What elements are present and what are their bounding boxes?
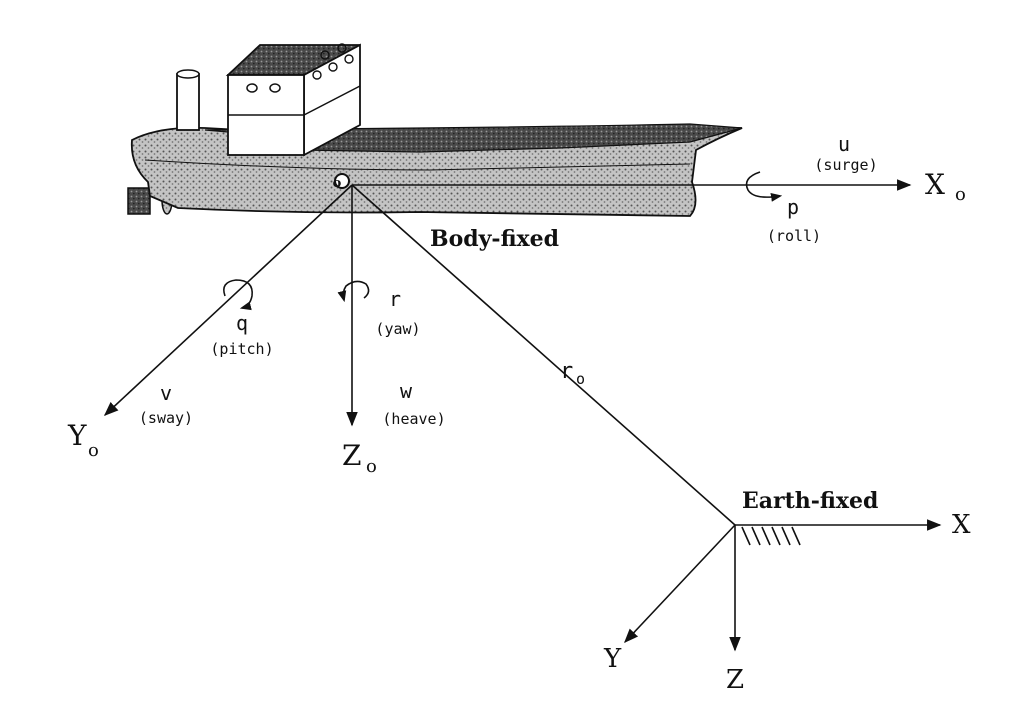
y-body-axis-subscript: o [88,440,99,461]
sway-symbol: v [160,381,172,405]
funnel-top [176,69,200,79]
z-body-axis-label: Z [342,439,361,472]
y-body-axis-label: Y [67,419,87,452]
pitch-symbol: q [236,311,248,335]
x-body-axis-label: X [925,168,945,201]
ship-illustration [127,43,743,217]
x-earth-axis-label: X [952,510,971,540]
position-vector-label: r [560,359,573,384]
surge-symbol: u [838,132,850,156]
pitch-rotation-icon [223,279,253,311]
roll-rotation-icon [745,171,783,202]
porthole [344,54,354,64]
pitch-name: (pitch) [210,340,273,358]
stern-block [127,187,151,215]
hull-sheer-line [144,159,691,171]
z-body-axis-subscript: o [366,456,377,477]
heave-symbol: w [400,379,413,403]
porthole [328,62,338,72]
roll-name: (roll) [767,227,821,245]
superstructure-divider-side [303,85,361,116]
yaw-symbol: r [389,287,401,311]
ground-hatch [741,526,801,546]
earth-fixed-label: Earth-fixed [742,488,878,514]
heave-name: (heave) [382,410,445,428]
diagram-labels: o Body-fixed Earth-fixed X o Y o Z o X Y… [67,132,971,695]
y-body-axis [103,184,353,416]
sway-name: (sway) [139,409,193,427]
porthole [246,83,258,93]
position-vector-line [351,184,736,526]
porthole [337,43,347,53]
origin-marker [334,173,350,189]
roll-symbol: p [787,195,799,219]
x-body-axis-subscript: o [955,184,966,205]
body-fixed-label: Body-fixed [430,226,559,252]
y-earth-axis-label: Y [603,644,622,674]
body-fixed-axes [103,171,912,526]
porthole [312,70,322,80]
earth-fixed-axes [624,519,942,652]
porthole [269,83,281,93]
z-earth-axis-label: Z [726,665,744,695]
position-vector-subscript: o [576,370,585,388]
yaw-name: (yaw) [375,320,420,338]
y-earth-axis [624,524,736,644]
origin-label: o [333,176,342,191]
surge-name: (surge) [814,156,877,174]
porthole [320,50,330,60]
yaw-rotation-icon [337,280,370,303]
ship-funnel [176,73,200,131]
